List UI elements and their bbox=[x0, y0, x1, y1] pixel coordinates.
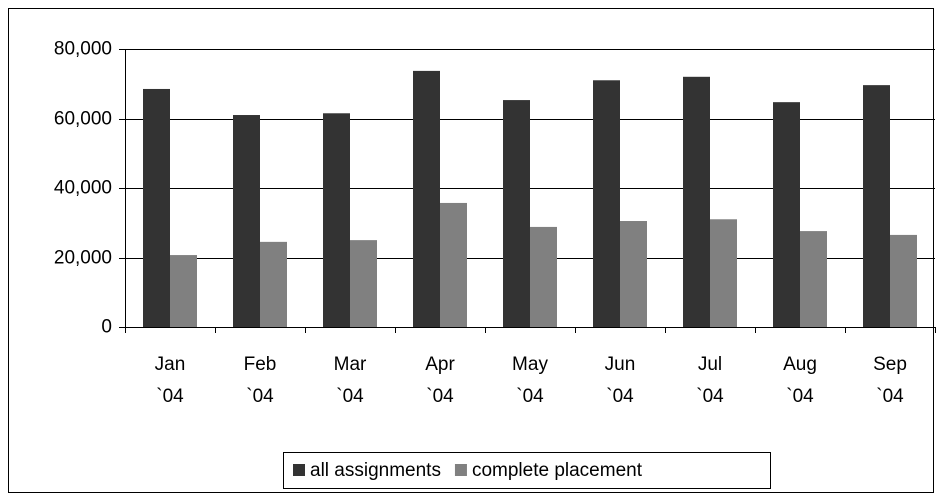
bar bbox=[323, 113, 350, 327]
y-tick-label: 20,000 bbox=[54, 248, 112, 269]
x-tick-label: May `04 bbox=[512, 354, 548, 407]
bar bbox=[503, 100, 530, 328]
x-tick-label: Jan `04 bbox=[155, 354, 186, 407]
bar bbox=[890, 234, 917, 327]
x-tick-label: Jun `04 bbox=[605, 354, 636, 407]
bar bbox=[593, 80, 620, 328]
bar bbox=[170, 255, 197, 327]
bar bbox=[260, 241, 287, 327]
legend-swatch bbox=[293, 464, 305, 476]
bar bbox=[530, 226, 557, 327]
bar bbox=[800, 231, 827, 327]
y-tick-label: 80,000 bbox=[54, 39, 112, 60]
legend-box bbox=[283, 452, 771, 489]
bar bbox=[413, 70, 440, 327]
x-tick-label: Feb `04 bbox=[244, 354, 277, 407]
bar bbox=[683, 76, 710, 327]
x-tick-label: Mar `04 bbox=[334, 354, 367, 407]
bar bbox=[143, 88, 170, 328]
legend-label: all assignments bbox=[310, 460, 441, 481]
bar bbox=[620, 221, 647, 327]
bar bbox=[440, 202, 467, 327]
y-tick-label: 0 bbox=[101, 317, 112, 338]
bar bbox=[863, 85, 890, 327]
bar bbox=[233, 115, 260, 328]
legend-swatch bbox=[454, 464, 467, 476]
bar bbox=[773, 102, 800, 327]
x-tick-label: Jul `04 bbox=[696, 354, 724, 407]
bar bbox=[350, 240, 377, 327]
x-tick-label: Aug `04 bbox=[783, 354, 817, 407]
y-tick-label: 60,000 bbox=[54, 109, 112, 130]
x-tick-label: Apr `04 bbox=[425, 354, 455, 407]
legend-label: complete placement bbox=[472, 460, 643, 481]
bar bbox=[710, 219, 737, 327]
y-tick-label: 40,000 bbox=[54, 178, 112, 199]
x-tick-label: Sep `04 bbox=[873, 354, 907, 407]
